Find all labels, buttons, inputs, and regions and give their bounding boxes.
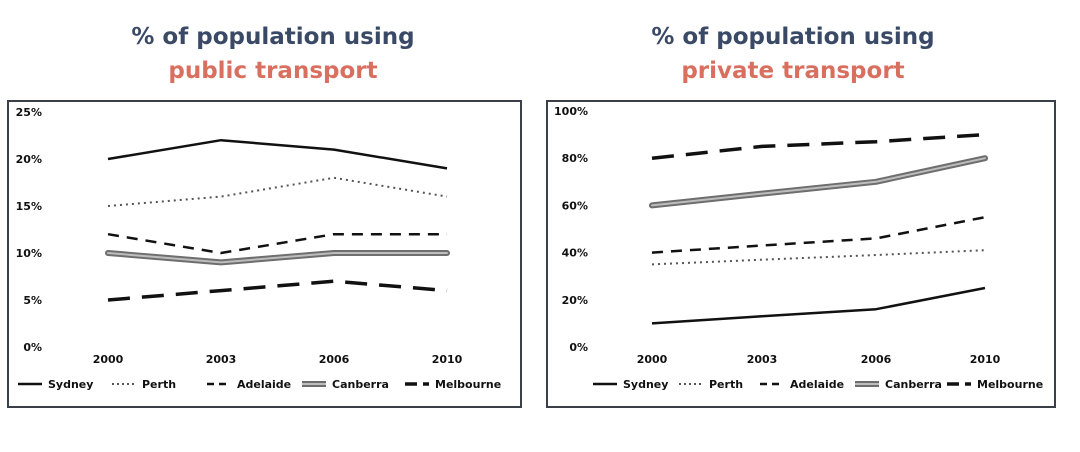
public-legend-sydney-label: Sydney <box>48 378 93 391</box>
private-series-perth <box>651 249 986 266</box>
private-series-melbourne <box>651 132 986 160</box>
public-title-line2: public transport <box>168 58 378 84</box>
public-legend-canberra-label: Canberra <box>332 378 389 391</box>
private-title-line2: private transport <box>681 58 905 84</box>
private-legend-canberra-label: Canberra <box>885 378 942 391</box>
private-series-sydney <box>651 286 986 325</box>
private-y-tick-label: 40% <box>562 247 588 260</box>
public-series-melbourne <box>107 279 448 302</box>
public-x-tick-label: 2006 <box>319 353 350 366</box>
private-x-tick-label: 2003 <box>747 353 778 366</box>
private-y-tick-label: 20% <box>562 294 588 307</box>
public-y-tick-label: 15% <box>16 200 42 213</box>
public-title-line1: % of population using <box>131 24 415 50</box>
private-transport-title: % of population using private transport <box>620 20 966 88</box>
public-y-tick-label: 20% <box>16 153 42 166</box>
private-legend-sydney-label: Sydney <box>623 378 668 391</box>
public-legend-melbourne-label: Melbourne <box>435 378 501 391</box>
public-series-canberra-inner <box>107 252 448 264</box>
public-y-tick-label: 5% <box>23 294 42 307</box>
public-x-tick-label: 2010 <box>432 353 463 366</box>
private-legend-adelaide-label: Adelaide <box>790 378 844 391</box>
public-x-tick-label: 2003 <box>206 353 237 366</box>
private-x-tick-label: 2006 <box>861 353 892 366</box>
private-legend-perth-label: Perth <box>709 378 743 391</box>
public-y-tick-label: 0% <box>23 341 42 354</box>
private-title-line1: % of population using <box>651 24 935 50</box>
private-y-tick-label: 60% <box>562 199 588 212</box>
private-chart-frame <box>546 100 1056 408</box>
private-x-tick-label: 2000 <box>637 353 668 366</box>
public-y-tick-label: 25% <box>16 106 42 119</box>
private-legend-melbourne-label: Melbourne <box>977 378 1043 391</box>
private-y-tick-label: 100% <box>554 105 588 118</box>
public-series-adelaide <box>107 232 447 255</box>
private-chart: 0% 20% 40% 60% 80% 100% 2000 2003 2006 2010 Sydney… <box>546 100 1056 408</box>
private-y-tick-label: 0% <box>569 341 588 354</box>
private-x-tick-label: 2010 <box>970 353 1001 366</box>
public-x-tick-label: 2000 <box>93 353 124 366</box>
public-y-tick-label: 10% <box>16 247 42 260</box>
public-legend-perth-label: Perth <box>142 378 176 391</box>
public-chart: 0% 5% 10% 15% 20% 25% 2000 2003 2006 2010 Sydney Pe… <box>7 100 522 408</box>
private-y-tick-label: 80% <box>562 152 588 165</box>
public-legend-adelaide-label: Adelaide <box>237 378 291 391</box>
public-series-sydney <box>107 138 448 170</box>
private-series-canberra-inner <box>651 157 986 207</box>
public-transport-title: % of population using public transport <box>100 20 446 88</box>
